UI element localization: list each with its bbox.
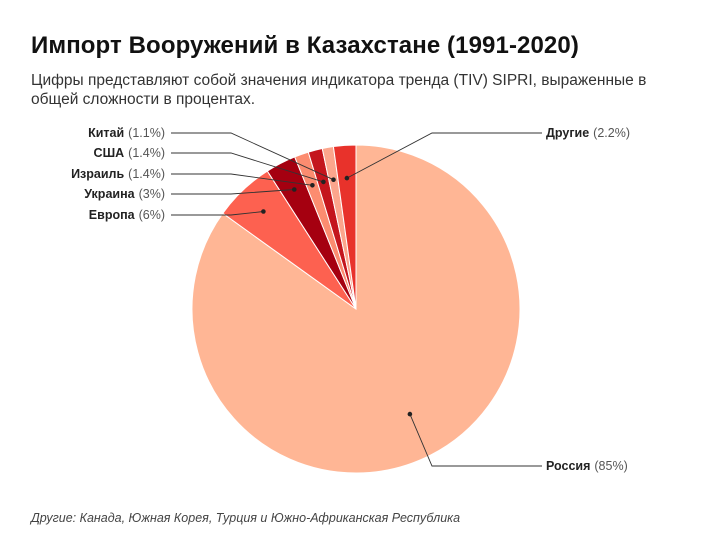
leader-dot-украина [292,187,297,192]
chart-title: Импорт Вооружений в Казахстане (1991-202… [31,32,579,59]
label-leaders [171,132,542,467]
slice-label-китай: Китай (1.1%) [88,126,165,140]
slice-label-россия: Россия (85%) [546,459,628,473]
slice-label-value: (3%) [139,187,165,201]
slice-label-name: Другие [546,126,589,140]
slice-label-name: Украина [84,187,135,201]
slice-label-value: (1.1%) [128,126,165,140]
leader-line-сша [171,152,324,183]
slice-label-value: (1.4%) [128,167,165,181]
slice-label-name: Китай [88,126,124,140]
chart-subtitle: Цифры представляют собой значения индика… [31,72,647,108]
leader-dot-израиль [310,183,315,188]
slice-label-name: Израиль [71,167,124,181]
slice-label-другие: Другие (2.2%) [546,126,630,140]
leader-dot-сша [321,179,326,185]
slice-label-value: (6%) [139,208,165,222]
leader-line-европа [171,211,264,216]
slice-label-сша: США (1.4%) [94,146,165,160]
leader-dot-европа [261,209,266,214]
slice-label-израиль: Израиль (1.4%) [71,167,165,181]
footnote: Другие: Канада, Южная Корея, Турция и Юж… [31,511,461,525]
leader-dot-другие [344,175,350,181]
slice-label-value: (1.4%) [128,146,165,160]
leader-line-украина [171,189,295,195]
slice-label-name: Россия [546,459,590,473]
slice-label-name: Европа [89,208,136,222]
slice-label-европа: Европа (6%) [89,208,165,222]
slice-label-value: (2.2%) [593,126,630,140]
slice-label-name: США [94,146,125,160]
slice-label-value: (85%) [594,459,627,473]
leader-line-другие [346,132,542,179]
pie-slices [191,144,521,474]
leader-dot-китай [331,177,336,182]
leader-line-китай [171,132,334,181]
pie-slice-другие [332,144,357,310]
leader-line-россия [409,413,542,467]
leader-line-израиль [171,173,313,186]
leader-dot-россия [407,411,413,417]
slice-label-украина: Украина (3%) [84,187,165,201]
slice-labels: Россия (85%) Европа (6%) Украина (3%) Израиль (… [71,126,630,473]
